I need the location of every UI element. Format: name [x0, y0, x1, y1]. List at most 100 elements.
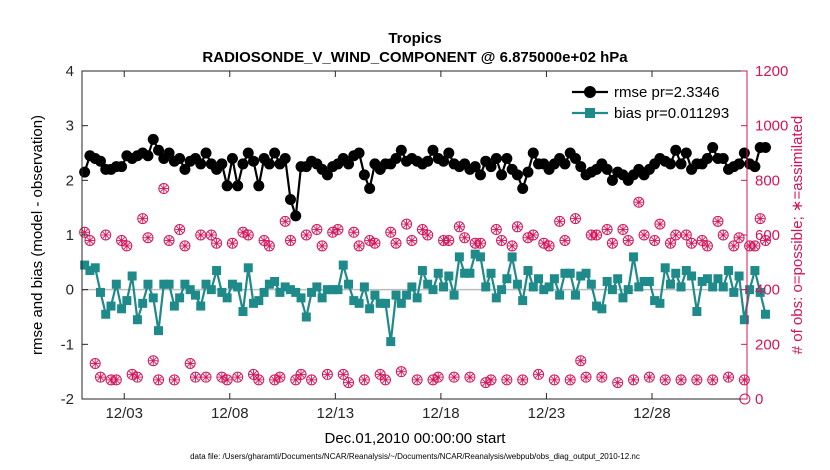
obs-possible-marker: [506, 240, 518, 252]
obs-possible-marker: [670, 229, 682, 241]
rmse-point: [221, 180, 233, 192]
bias-point: [264, 279, 274, 289]
obs-assimilated-marker: [582, 373, 590, 381]
obs-point: [369, 237, 381, 249]
obs-point: [612, 377, 624, 389]
obs-possible-marker: [459, 232, 471, 244]
obs-point: [205, 229, 217, 241]
obs-possible-marker: [591, 229, 603, 241]
bias-point: [676, 282, 686, 292]
bias-point: [412, 293, 422, 303]
rmse-point: [142, 150, 154, 162]
obs-point: [506, 240, 518, 252]
bias-point: [597, 304, 607, 314]
obs-possible-marker: [379, 374, 391, 386]
obs-assimilated-marker: [482, 379, 490, 387]
obs-point: [533, 368, 545, 380]
obs-assimilated-marker: [392, 239, 400, 247]
bias-point: [148, 293, 158, 303]
obs-assimilated-marker: [376, 370, 384, 378]
bias-point: [291, 287, 301, 297]
obs-point: [321, 368, 333, 380]
bias-point: [122, 296, 132, 306]
obs-point: [654, 218, 666, 230]
x-tick-label: 12/23: [528, 405, 566, 422]
obs-point: [554, 215, 566, 227]
obs-point: [543, 240, 555, 252]
obs-point: [453, 221, 465, 233]
obs-possible-marker: [89, 357, 101, 369]
obs-possible-marker: [94, 371, 106, 383]
obs-possible-marker: [84, 234, 96, 246]
obs-possible-marker: [390, 237, 402, 249]
obs-point: [300, 229, 312, 241]
bias-point: [217, 287, 227, 297]
obs-point: [195, 229, 207, 241]
rmse-point: [511, 169, 523, 181]
bias-point: [280, 282, 290, 292]
obs-possible-marker: [443, 234, 455, 246]
y2-tick-label: 0: [755, 391, 763, 408]
obs-possible-marker: [153, 374, 165, 386]
obs-point: [633, 196, 645, 208]
obs-point: [601, 224, 613, 236]
obs-possible-marker: [691, 374, 703, 386]
obs-possible-marker: [348, 226, 360, 238]
bias-point: [534, 274, 544, 284]
obs-assimilated-marker: [756, 215, 764, 223]
obs-point: [754, 213, 766, 225]
obs-possible-marker: [179, 240, 191, 252]
obs-assimilated-marker: [265, 242, 273, 250]
bias-point: [475, 252, 485, 262]
rmse-point: [79, 166, 91, 178]
bias-point: [660, 263, 670, 273]
obs-assimilated-marker: [234, 373, 242, 381]
obs-point: [496, 234, 508, 246]
obs-possible-marker: [385, 226, 397, 238]
obs-possible-marker: [142, 232, 154, 244]
obs-assimilated-marker: [186, 359, 194, 367]
bias-point: [212, 266, 222, 276]
obs-possible-marker: [759, 234, 771, 246]
obs-assimilated-marker: [170, 376, 178, 384]
obs-assimilated-marker: [730, 242, 738, 250]
bias-point: [164, 279, 174, 289]
obs-assimilated-marker: [725, 373, 733, 381]
obs-assimilated-marker: [434, 373, 442, 381]
bias-point: [159, 279, 169, 289]
bias-point: [132, 315, 142, 325]
obs-assimilated-marker: [461, 234, 469, 242]
bias-point: [407, 282, 417, 292]
y-tick-label: 2: [66, 172, 74, 189]
bias-point: [359, 282, 369, 292]
rmse-point: [248, 155, 260, 167]
rmse-point: [522, 166, 534, 178]
rmse-point: [670, 144, 682, 156]
obs-assimilated-marker: [371, 239, 379, 247]
obs-assimilated-marker: [123, 242, 131, 250]
obs-possible-marker: [464, 371, 476, 383]
obs-assimilated-marker: [566, 376, 574, 384]
obs-point: [158, 183, 170, 195]
obs-point: [649, 234, 661, 246]
bias-point: [650, 296, 660, 306]
bias-point: [85, 266, 95, 276]
rmse-point: [395, 144, 407, 156]
rmse-point: [680, 147, 692, 159]
obs-possible-marker: [496, 234, 508, 246]
obs-possible-marker: [263, 240, 275, 252]
obs-possible-marker: [701, 240, 713, 252]
obs-possible-marker: [300, 229, 312, 241]
footnote: data file: /Users/gharamti/Documents/NCA…: [190, 452, 640, 461]
bias-point: [333, 285, 343, 295]
rmse-point: [94, 155, 106, 167]
rmse-point: [263, 158, 275, 170]
obs-possible-marker: [543, 240, 555, 252]
obs-possible-marker: [628, 374, 640, 386]
obs-point: [348, 226, 360, 238]
obs-possible-marker: [221, 374, 233, 386]
obs-point: [184, 357, 196, 369]
rmse-point: [569, 152, 581, 164]
bias-point: [702, 274, 712, 284]
rmse-point: [163, 147, 175, 159]
